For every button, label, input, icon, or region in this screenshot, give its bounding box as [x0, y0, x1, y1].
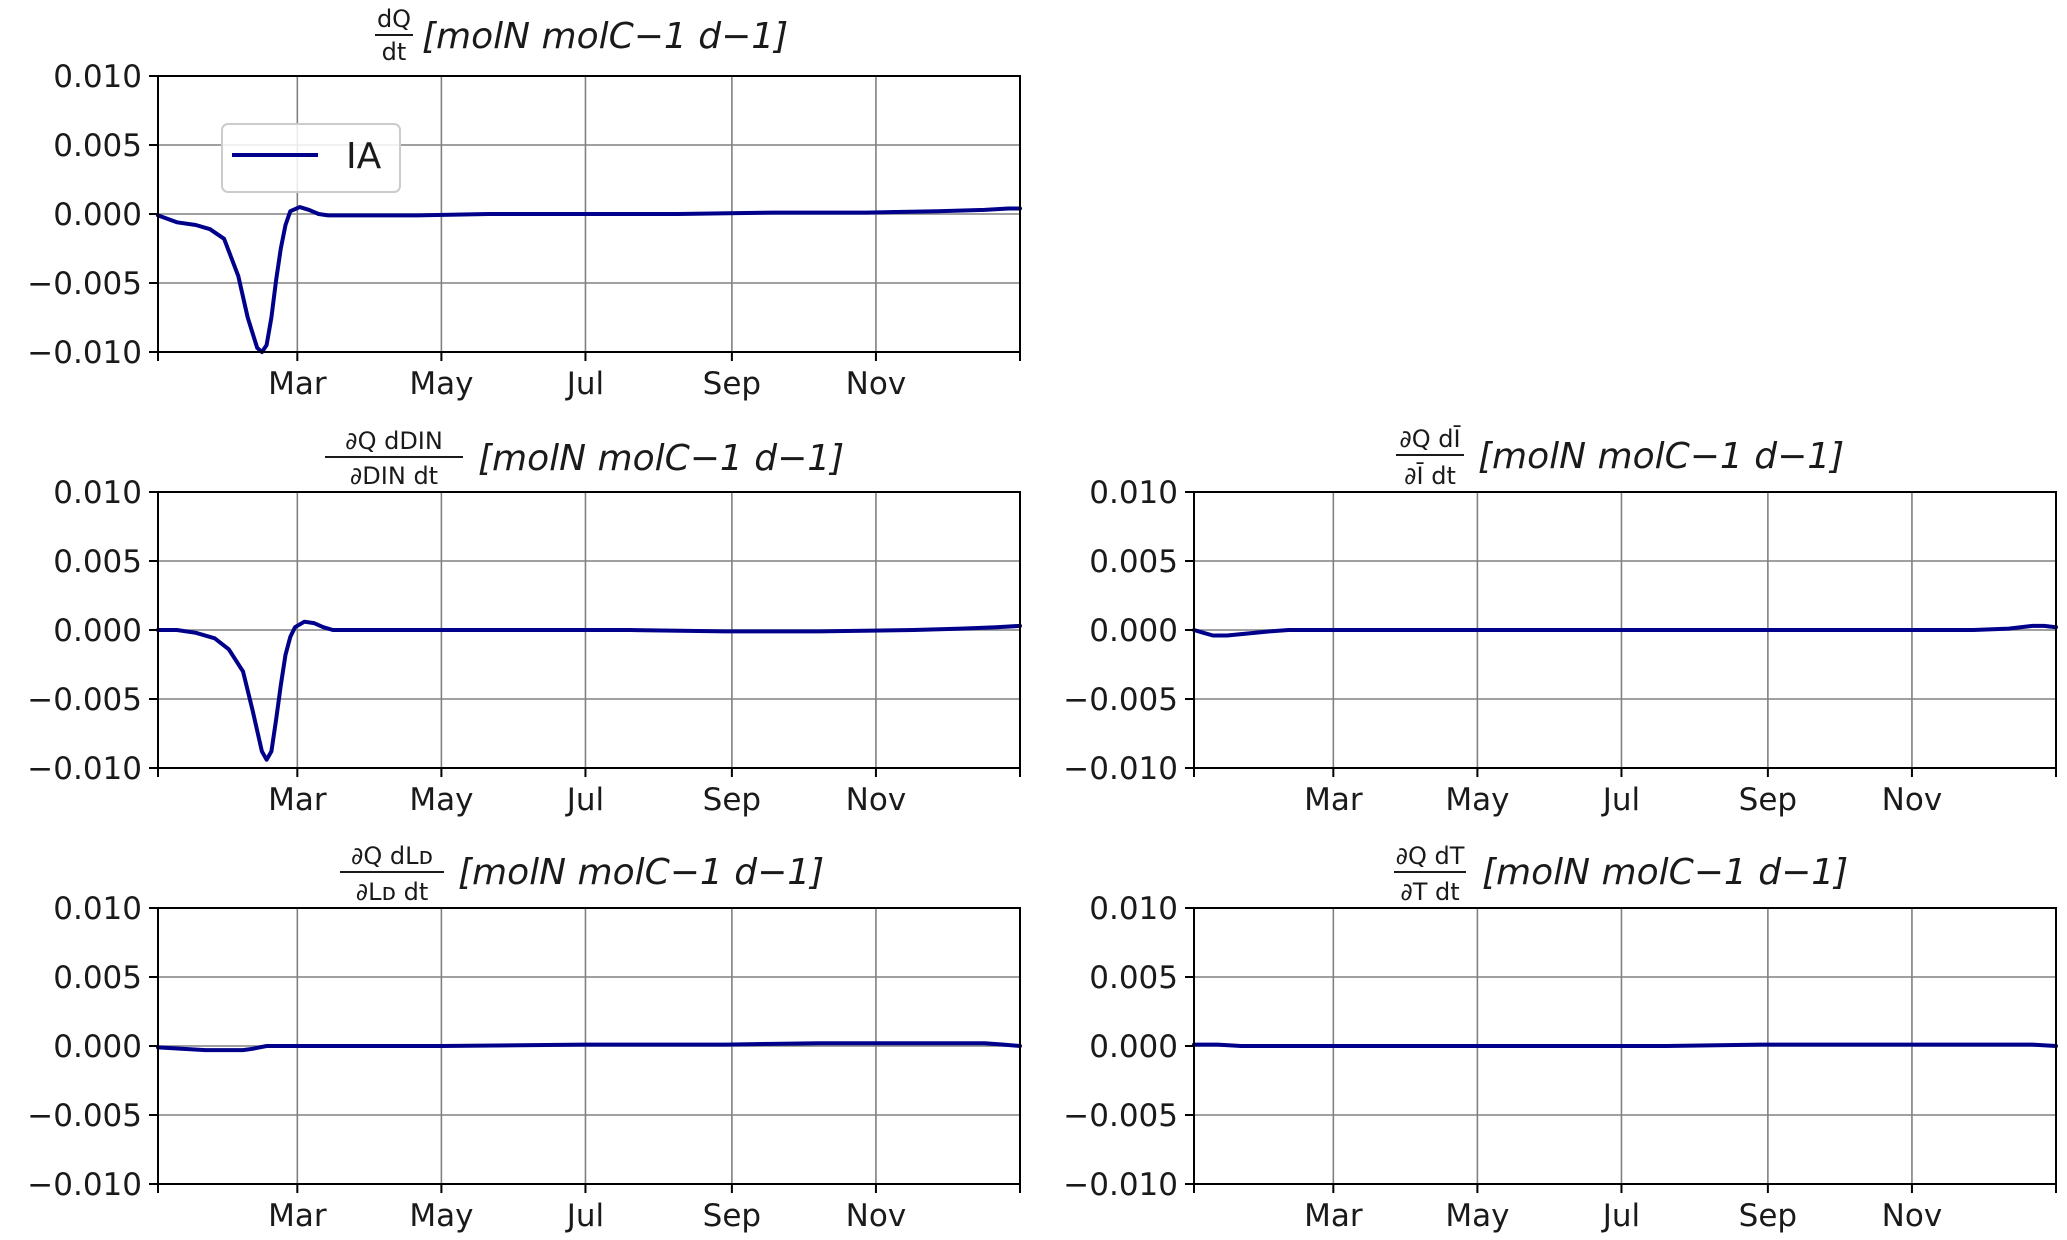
x-tick-label: Sep: [703, 366, 761, 402]
series-line-ia: [1192, 623, 2058, 638]
x-tick-label: Jul: [565, 1198, 604, 1234]
x-tick-label: Nov: [846, 1198, 907, 1234]
y-tick-label: −0.005: [1063, 1098, 1178, 1134]
x-tick-label: Jul: [565, 782, 604, 818]
y-tick-label: 0.000: [53, 613, 142, 649]
y-tick-label: 0.000: [53, 197, 142, 233]
series-line-ia: [156, 1041, 1022, 1053]
x-tick-label: Mar: [268, 366, 327, 402]
y-tick-label: 0.005: [1089, 960, 1178, 996]
panel-title: ∂Q dĪ ∂Ī dt [molN molC−1 d−1]: [1396, 424, 1844, 490]
y-tick-label: −0.010: [27, 335, 142, 371]
y-tick-label: 0.000: [53, 1029, 142, 1065]
series-lines: [156, 619, 1022, 762]
y-tick-label: −0.010: [1063, 751, 1178, 787]
title-units: [molN molC−1 d−1]: [478, 438, 844, 479]
y-tick-label: −0.005: [27, 682, 142, 718]
x-tick-label: May: [1445, 1198, 1509, 1234]
title-numerator: dQ: [377, 5, 411, 33]
panel-title: ∂Q dT ∂T dt [molN molC−1 d−1]: [1394, 842, 1848, 906]
y-tick-label: 0.010: [53, 475, 142, 511]
panel-di: ∂Q dĪ ∂Ī dt [molN molC−1 d−1] 0.0100.0…: [1063, 424, 2058, 818]
title-denominator: ∂T dt: [1400, 878, 1459, 906]
x-tick-label: Nov: [846, 782, 907, 818]
series-lines: [1192, 1042, 2058, 1048]
panel-title: ∂Q dLᴅ ∂Lᴅ dt [molN molC−1 d−1]: [340, 842, 824, 906]
panel-title: ∂Q dDIN ∂DIN dt [molN molC−1 d−1]: [325, 427, 844, 490]
x-tick-label: May: [409, 366, 473, 402]
x-tick-label: Sep: [1739, 1198, 1797, 1234]
y-tick-label: 0.010: [1089, 475, 1178, 511]
y-tick-label: 0.005: [1089, 544, 1178, 580]
y-tick-label: 0.005: [53, 960, 142, 996]
x-tick-label: Nov: [1882, 1198, 1943, 1234]
x-tick-label: Sep: [703, 782, 761, 818]
title-units: [molN molC−1 d−1]: [422, 16, 788, 57]
title-denominator: ∂Ī dt: [1404, 461, 1456, 490]
axis-ticks: 0.010 0.005 0.000 −0.005 −0.010 Mar May Jul Sep N…: [1063, 891, 2057, 1234]
y-tick-label: 0.005: [53, 128, 142, 164]
x-tick-label: Sep: [703, 1198, 761, 1234]
title-numerator: ∂Q dLᴅ: [351, 842, 433, 870]
series-lines: [156, 1041, 1022, 1053]
x-tick-label: Jul: [1601, 1198, 1640, 1234]
y-tick-label: −0.005: [27, 266, 142, 302]
y-tick-label: 0.010: [1089, 891, 1178, 927]
axis-ticks: 0.010 0.005 0.000 −0.005 −0.010 Mar May Jul Sep N…: [27, 891, 1021, 1234]
x-tick-label: May: [1445, 782, 1509, 818]
title-units: [molN molC−1 d−1]: [458, 852, 824, 893]
series-lines: [1192, 623, 2058, 638]
y-tick-label: 0.010: [53, 59, 142, 95]
x-tick-label: Mar: [1304, 1198, 1363, 1234]
y-tick-label: −0.005: [1063, 682, 1178, 718]
legend-box: [221, 123, 401, 193]
y-tick-label: 0.000: [1089, 1029, 1178, 1065]
x-tick-label: Mar: [268, 782, 327, 818]
title-units: [molN molC−1 d−1]: [1478, 436, 1844, 477]
series-line-ia: [156, 619, 1022, 762]
panel-dq-dt: dQ dt [molN molC−1 d−1] 0.010 0.005 0.000 −…: [27, 5, 1022, 402]
y-tick-label: 0.000: [1089, 613, 1178, 649]
panel-dt: ∂Q dT ∂T dt [molN molC−1 d−1] 0.010 0.005…: [1063, 842, 2058, 1234]
x-tick-label: Mar: [268, 1198, 327, 1234]
legend: IA: [221, 123, 401, 193]
y-tick-label: −0.005: [27, 1098, 142, 1134]
axis-ticks: 0.010 0.005 0.000 −0.005 −0.010 Mar May Jul Sep N…: [27, 475, 1021, 818]
title-denominator: dt: [382, 38, 407, 66]
x-tick-label: Jul: [1601, 782, 1640, 818]
series-line-ia: [156, 205, 1022, 354]
y-tick-label: 0.005: [53, 544, 142, 580]
x-tick-label: Jul: [565, 366, 604, 402]
x-tick-label: May: [409, 1198, 473, 1234]
legend-label-ia: IA: [346, 136, 382, 177]
x-tick-label: May: [409, 782, 473, 818]
series-line-ia: [1192, 1042, 2058, 1048]
panel-title: dQ dt [molN molC−1 d−1]: [375, 5, 788, 66]
y-tick-label: −0.010: [27, 1167, 142, 1203]
title-denominator: ∂DIN dt: [350, 462, 438, 490]
title-denominator: ∂Lᴅ dt: [356, 878, 429, 906]
title-numerator: ∂Q dT: [1396, 842, 1465, 870]
title-units: [molN molC−1 d−1]: [1482, 852, 1848, 893]
x-tick-label: Nov: [1882, 782, 1943, 818]
axis-ticks: 0.010 0.005 0.000 −0.005 −0.010 Mar May Jul Sep N…: [1063, 475, 2057, 818]
panel-dld: ∂Q dLᴅ ∂Lᴅ dt [molN molC−1 d−1] 0.0100.0…: [27, 842, 1022, 1234]
x-tick-label: Nov: [846, 366, 907, 402]
x-tick-label: Mar: [1304, 782, 1363, 818]
y-tick-label: −0.010: [27, 751, 142, 787]
series-lines: [156, 205, 1022, 354]
panel-ddin: ∂Q dDIN ∂DIN dt [molN molC−1 d−1] 0.0100…: [27, 427, 1022, 818]
x-tick-label: Sep: [1739, 782, 1797, 818]
axis-ticks: 0.010 0.005 0.000 −0.005 −0.010 Mar May Jul Sep N…: [27, 59, 1021, 402]
y-tick-label: 0.010: [53, 891, 142, 927]
title-numerator: ∂Q dDIN: [345, 427, 443, 455]
title-numerator: ∂Q dĪ: [1399, 424, 1461, 453]
y-tick-label: −0.010: [1063, 1167, 1178, 1203]
